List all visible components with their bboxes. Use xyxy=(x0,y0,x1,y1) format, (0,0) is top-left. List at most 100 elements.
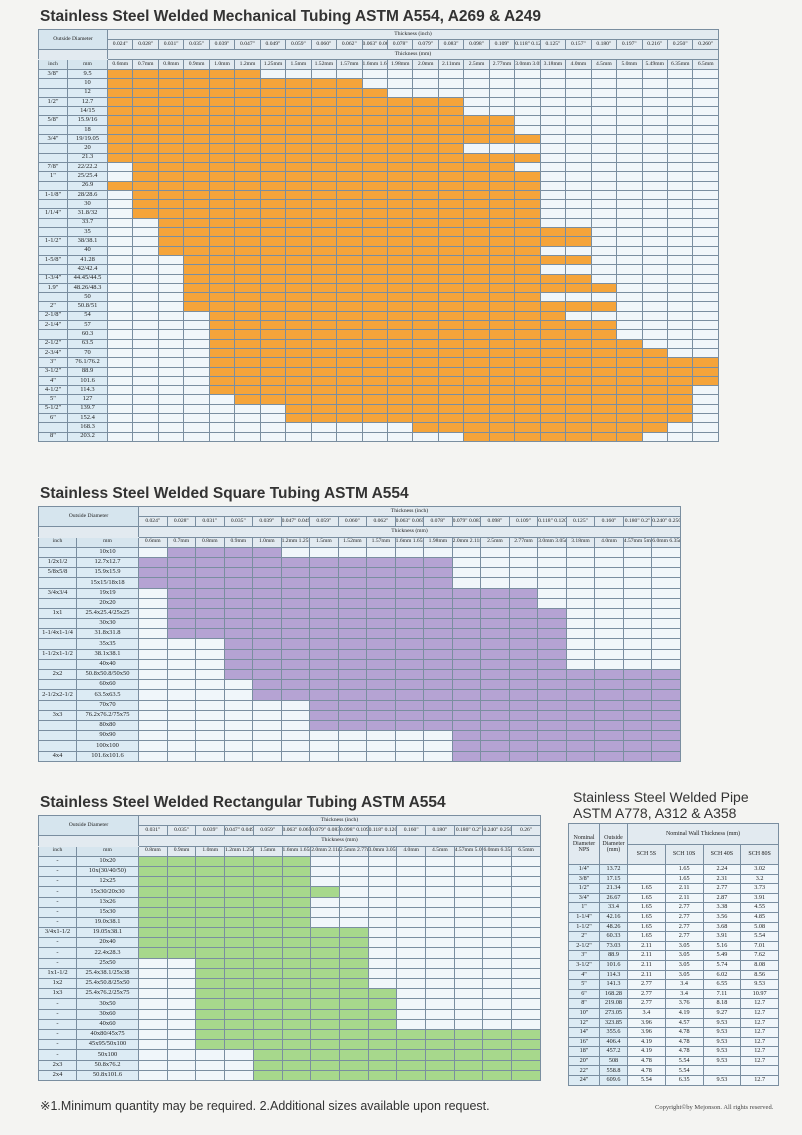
available-cell xyxy=(616,375,643,387)
thickness-mm-cell: 1.6mm 1.65mm xyxy=(361,59,388,70)
available-cell xyxy=(224,916,254,929)
empty-cell xyxy=(511,876,541,888)
available-cell xyxy=(166,855,197,867)
empty-cell xyxy=(616,96,643,108)
available-cell xyxy=(281,937,312,949)
empty-cell xyxy=(361,431,388,442)
nps-cell: 12" xyxy=(568,1017,600,1029)
available-cell xyxy=(252,689,282,701)
empty-cell xyxy=(338,896,369,908)
empty-cell xyxy=(594,618,624,630)
empty-cell xyxy=(692,394,719,405)
empty-cell xyxy=(309,740,339,752)
available-cell xyxy=(463,115,490,126)
empty-cell xyxy=(666,171,694,182)
table-row: 50 xyxy=(38,292,719,303)
available-cell xyxy=(463,357,490,368)
empty-cell xyxy=(666,68,694,80)
available-cell xyxy=(252,947,283,959)
empty-cell xyxy=(166,740,197,752)
pipe-title-line2: ASTM A778, A312 & A358 xyxy=(573,805,737,821)
empty-cell xyxy=(166,1059,197,1071)
available-cell xyxy=(252,977,283,990)
available-cell xyxy=(138,916,168,929)
wall-cell: 12.7 xyxy=(740,1007,779,1019)
table-row: 1/1/4" 31.8/32 xyxy=(38,208,719,219)
available-cell xyxy=(336,319,363,331)
available-cell xyxy=(183,134,210,145)
od-cell: 88.9 xyxy=(599,950,628,961)
empty-cell xyxy=(594,587,624,599)
empty-cell xyxy=(622,577,653,589)
available-cell xyxy=(252,957,283,969)
empty-cell xyxy=(453,967,484,980)
available-cell xyxy=(423,668,453,681)
available-cell xyxy=(310,208,338,219)
available-cell xyxy=(309,658,339,671)
available-cell xyxy=(183,301,210,312)
size-inch-cell: 4" xyxy=(38,375,68,387)
empty-cell xyxy=(666,124,694,136)
size-inch-cell: 8" xyxy=(38,431,68,442)
empty-cell xyxy=(425,1008,455,1020)
available-cell xyxy=(565,412,592,424)
available-cell xyxy=(336,217,363,229)
size-mm-cell: 18 xyxy=(67,124,108,136)
empty-cell xyxy=(590,87,618,98)
available-cell xyxy=(208,264,236,275)
size-inch-cell xyxy=(38,740,77,752)
available-cell xyxy=(590,347,618,359)
empty-cell xyxy=(539,245,567,256)
available-cell xyxy=(480,638,510,650)
table-row: 5/8" 15.9/16 xyxy=(38,115,719,126)
available-cell xyxy=(386,338,414,349)
available-cell xyxy=(451,679,482,691)
thickness-inch-cell: 0.062" xyxy=(366,516,396,528)
thickness-mm-cell: 2.0mm xyxy=(412,59,439,70)
available-cell xyxy=(594,689,624,701)
available-cell xyxy=(488,292,516,303)
table-row: 1" 25/25.4 xyxy=(38,171,719,182)
available-cell xyxy=(508,628,539,640)
wall-cell: 12.7 xyxy=(740,1046,779,1057)
empty-cell xyxy=(412,87,439,98)
empty-cell xyxy=(106,347,134,359)
empty-cell xyxy=(616,310,643,322)
size-inch-cell xyxy=(38,227,68,238)
size-inch-cell: 2x3 xyxy=(38,1059,77,1071)
available-cell xyxy=(138,937,168,949)
available-cell xyxy=(234,394,261,405)
empty-cell xyxy=(366,740,396,752)
empty-cell xyxy=(223,709,254,721)
empty-cell xyxy=(166,1039,197,1051)
available-cell xyxy=(224,896,254,908)
wall-cell: 1.65 xyxy=(627,921,666,933)
wall-cell: 3.96 xyxy=(627,1017,666,1029)
thickness-inch-cell: 0.180" 0.2" xyxy=(453,825,484,837)
empty-cell xyxy=(208,422,236,433)
available-cell xyxy=(310,1069,340,1081)
available-cell xyxy=(666,403,694,415)
empty-cell xyxy=(106,245,134,256)
empty-cell xyxy=(132,394,159,405)
size-inch-cell: 1-1/4x1-1/4 xyxy=(38,628,77,640)
empty-cell xyxy=(195,689,225,701)
empty-cell xyxy=(651,618,681,630)
table-row: -45x95/50x100 xyxy=(38,1039,541,1051)
available-cell xyxy=(641,385,668,396)
empty-cell xyxy=(132,347,159,359)
empty-cell xyxy=(692,310,719,322)
wall-cell: 2.77 xyxy=(702,883,742,894)
available-cell xyxy=(412,208,439,219)
empty-cell xyxy=(565,577,596,589)
available-cell xyxy=(259,292,287,303)
available-cell xyxy=(437,319,465,331)
available-cell xyxy=(361,106,388,117)
available-cell xyxy=(234,292,261,303)
thickness-mm-cell: 2.0mm 2.11mm xyxy=(451,536,482,548)
size-mm-cell: 60.3 xyxy=(67,329,108,340)
thickness-inch-cell: 0.063" 0.065" xyxy=(394,516,425,528)
available-cell xyxy=(488,403,516,415)
od-cell: 17.15 xyxy=(599,873,628,885)
empty-cell xyxy=(514,106,541,117)
